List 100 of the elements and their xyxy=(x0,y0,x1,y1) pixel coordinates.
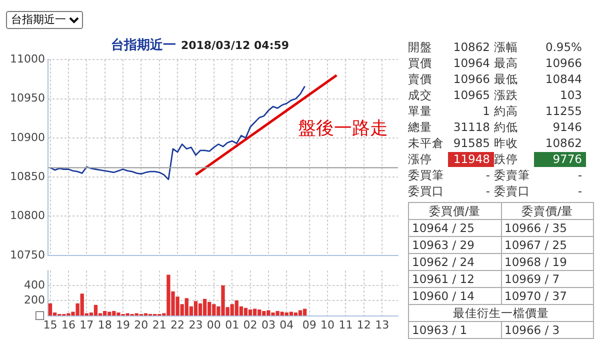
bar xyxy=(244,308,248,316)
x-tick-label: 11 xyxy=(338,318,353,332)
bar xyxy=(289,312,294,316)
text: 委買口 xyxy=(408,184,445,199)
text: 10963 / 29 xyxy=(411,237,476,253)
text: 最佳衍生一檔價量 xyxy=(409,305,593,321)
text: 未平倉 xyxy=(408,136,445,151)
text: 10969 / 7 xyxy=(500,271,593,287)
text: 買價 xyxy=(408,56,433,71)
text: 委賣口 xyxy=(494,184,531,199)
text: 10966 xyxy=(452,72,491,87)
text: 10961 / 12 xyxy=(411,271,476,287)
text: 成交 xyxy=(408,88,433,103)
text: 10966 / 3 xyxy=(500,322,593,338)
y-tick-label: 10950 xyxy=(10,92,45,105)
text: 約低 xyxy=(494,120,519,135)
text: 最低 xyxy=(494,72,519,87)
text: 約高 xyxy=(494,104,519,119)
bar xyxy=(94,304,98,316)
text: 10963 / 1 xyxy=(411,322,468,338)
text: 10967 / 25 xyxy=(500,237,593,253)
text: 漲幅 xyxy=(494,40,519,55)
y-tick-label: 10850 xyxy=(10,170,45,183)
y-tick-label: 10750 xyxy=(10,248,45,262)
text: 9776 xyxy=(534,152,586,167)
bar xyxy=(144,313,148,316)
text: 台指期近一 xyxy=(6,10,83,28)
chart-title: 台指期近一 xyxy=(110,38,176,53)
bar xyxy=(102,310,107,316)
text: 單量 xyxy=(408,104,433,119)
y-tick-label: 400 xyxy=(24,278,45,292)
text: 9146 xyxy=(552,120,583,135)
text: 漲停 xyxy=(408,152,433,167)
text: 開盤 xyxy=(408,40,433,55)
text: 賣價 xyxy=(408,72,433,87)
x-tick-label: 03 xyxy=(261,318,276,332)
y-tick-label: 200 xyxy=(24,294,45,307)
bar xyxy=(294,312,298,316)
x-tick-label: 02 xyxy=(243,318,258,332)
x-tick-label: 10 xyxy=(320,318,335,332)
text: 103 xyxy=(559,88,583,103)
text: 11255 xyxy=(544,104,583,119)
annotation: 盤後一路走 xyxy=(298,117,388,140)
x-tick-label: 18 xyxy=(98,318,112,332)
text: 10964 / 25 xyxy=(411,220,476,236)
x-tick-label: 21 xyxy=(152,318,166,332)
x-tick-label: 16 xyxy=(61,318,76,332)
text: - xyxy=(576,184,583,199)
x-tick-label: 20 xyxy=(134,318,148,332)
x-tick-label: 15 xyxy=(43,318,58,332)
text: 委買筆 xyxy=(408,168,445,183)
text: 10965 xyxy=(452,88,491,103)
text: 10962 / 24 xyxy=(411,254,476,270)
text: 最高 xyxy=(494,56,519,71)
x-tick-label: 22 xyxy=(170,318,185,332)
bar xyxy=(198,303,202,316)
y-tick-label: 11000 xyxy=(10,52,45,66)
y-tick-label: 10800 xyxy=(10,209,45,222)
x-tick-label: 09 xyxy=(302,318,316,332)
text: 10964 xyxy=(452,56,491,71)
x-tick-label: 13 xyxy=(375,318,390,332)
bar xyxy=(202,298,207,316)
text: 31118 xyxy=(452,120,491,135)
bar xyxy=(48,303,52,316)
text: 委買價/量 xyxy=(428,203,482,219)
text: 昨收 xyxy=(494,136,519,151)
bar xyxy=(252,308,257,316)
text: 10844 xyxy=(544,72,583,87)
text: 10862 xyxy=(452,40,491,55)
x-tick-label: 23 xyxy=(188,318,203,332)
text: 10966 xyxy=(544,56,583,71)
x-tick-label: 19 xyxy=(116,318,130,332)
text: 91585 xyxy=(452,136,491,151)
bar xyxy=(298,310,302,316)
text: - xyxy=(484,184,491,199)
text: 10960 / 14 xyxy=(411,288,476,304)
text: - xyxy=(484,168,491,183)
x-tick-label: 17 xyxy=(80,318,94,332)
y-tick-label: □ xyxy=(34,308,45,322)
chart-subtitle: 2018/03/12 04:59 xyxy=(180,39,290,52)
text: 漲跌 xyxy=(494,88,519,103)
bar xyxy=(302,308,307,316)
text: 10968 / 19 xyxy=(500,254,593,270)
y-tick-label: 10900 xyxy=(10,130,45,144)
text: 10862 xyxy=(544,136,583,151)
text: 11948 xyxy=(448,152,494,167)
x-tick-label: 12 xyxy=(356,318,371,332)
text: 10966 / 35 xyxy=(500,220,593,236)
text: 1 xyxy=(482,104,491,119)
text: 10970 / 37 xyxy=(500,288,593,304)
x-tick-label: 00 xyxy=(206,318,221,332)
text: 跌停 xyxy=(494,152,519,167)
text: 委賣價/量 xyxy=(500,203,593,219)
bar xyxy=(248,309,252,316)
x-tick-label: 04 xyxy=(280,318,294,332)
text: 總量 xyxy=(408,120,433,135)
text: 委賣筆 xyxy=(494,168,531,183)
text: - xyxy=(576,168,583,183)
bar xyxy=(194,301,198,316)
x-tick-label: 01 xyxy=(225,318,240,332)
